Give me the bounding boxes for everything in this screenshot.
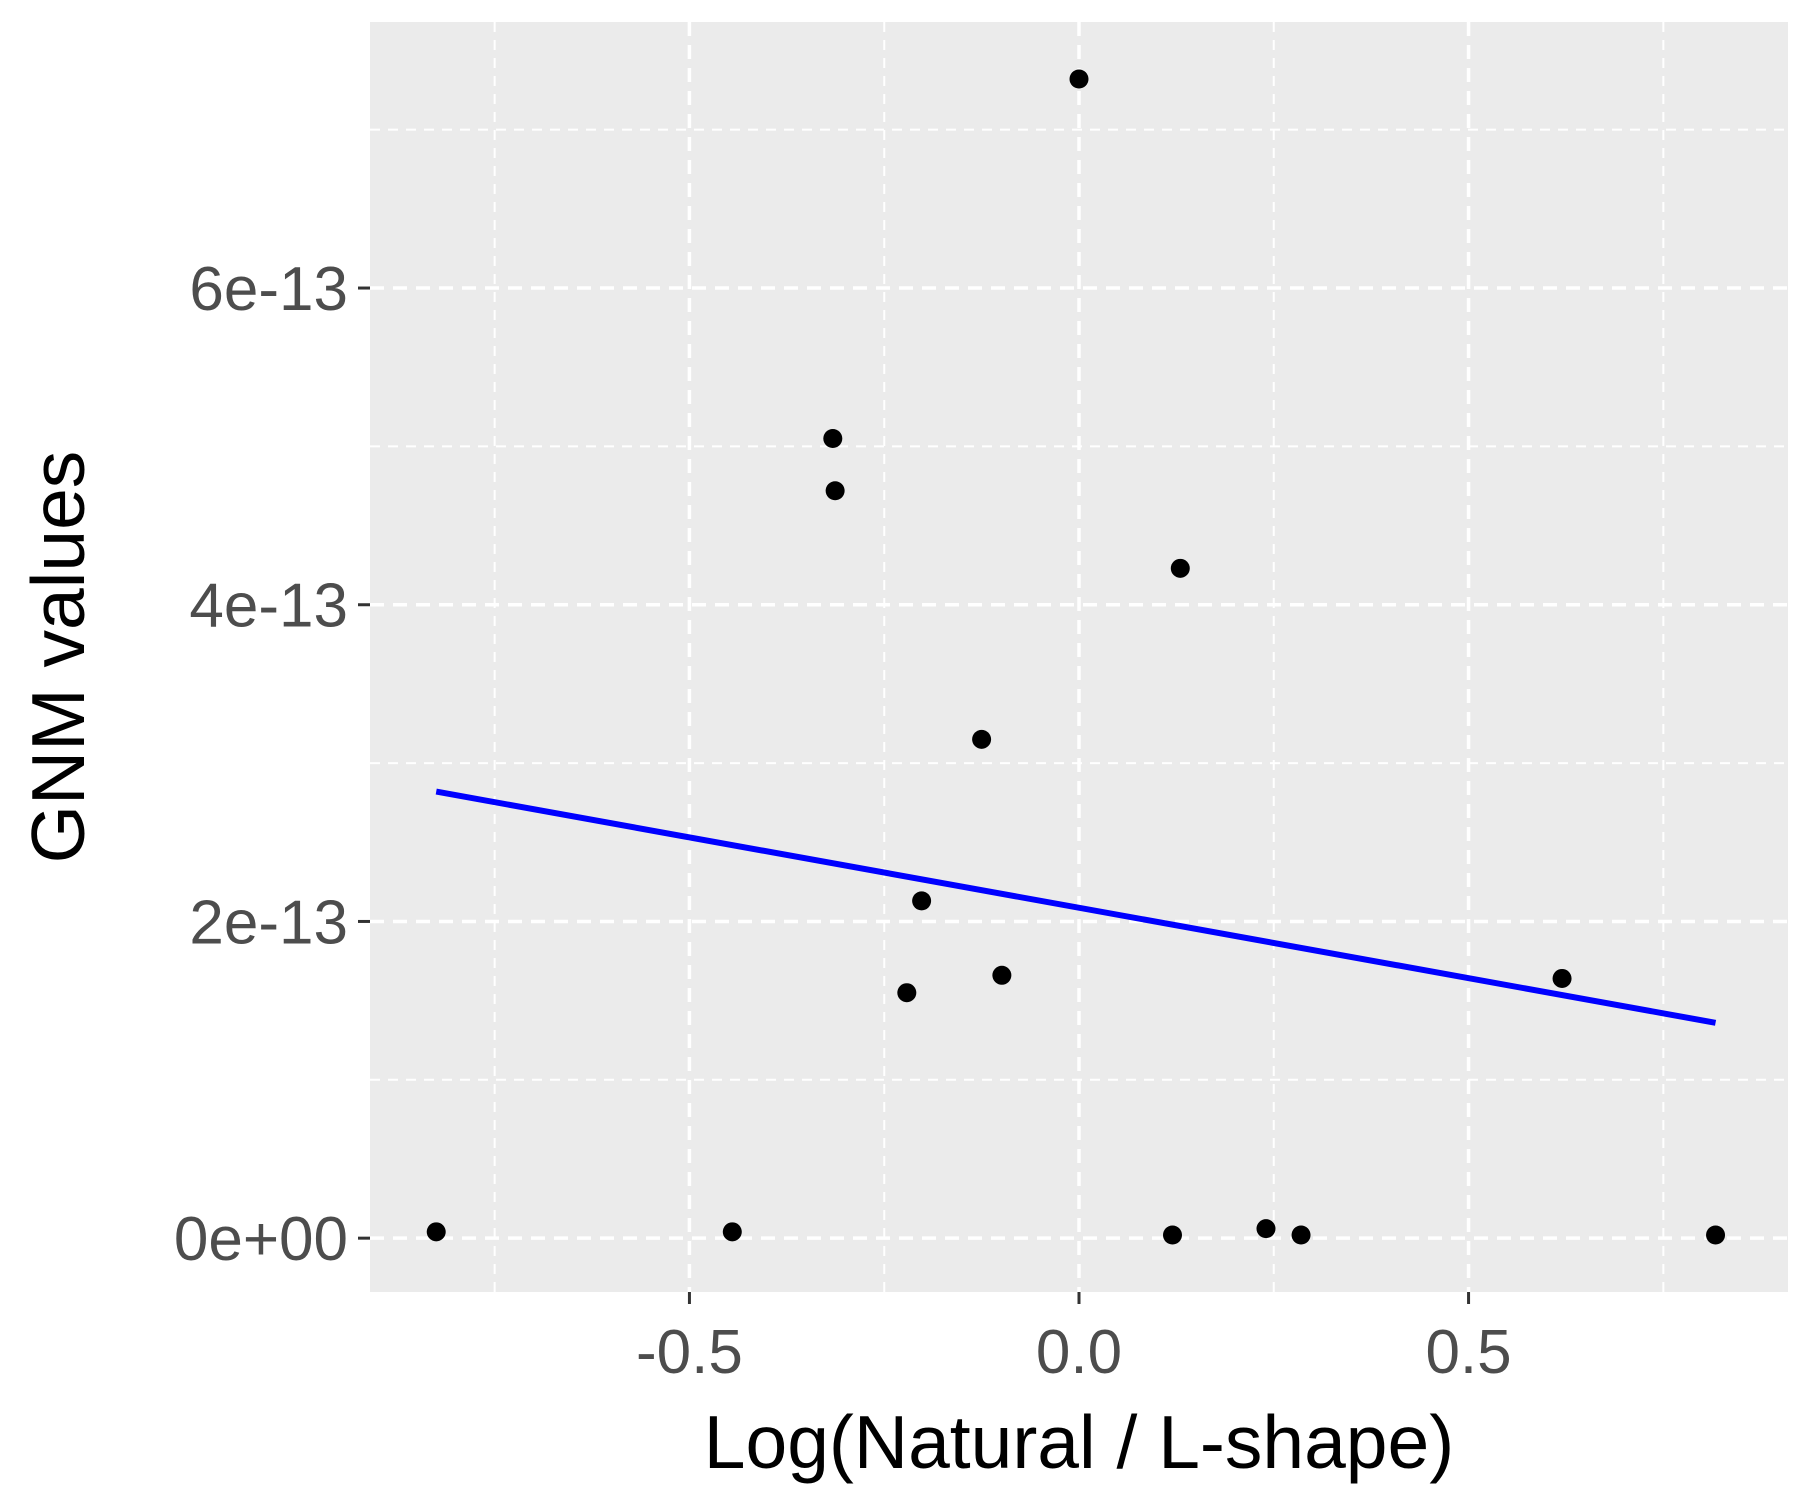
data-point: [1170, 558, 1190, 578]
x-axis: -0.5 0.0 0.5: [636, 1292, 1512, 1387]
data-point: [992, 965, 1012, 985]
x-tick-label: 0.0: [1036, 1318, 1122, 1387]
regression-line: [435, 788, 1717, 1026]
y-tick-label: 4e-13: [189, 572, 348, 641]
data-point: [897, 983, 917, 1003]
x-axis-title: Log(Natural / L-shape): [704, 1400, 1454, 1484]
fit-line-layer: [435, 788, 1717, 1026]
data-point: [972, 729, 992, 749]
data-point: [823, 428, 843, 448]
data-point: [825, 481, 845, 501]
data-point: [1706, 1225, 1726, 1245]
data-point: [1162, 1225, 1182, 1245]
y-tick-label: 0e+00: [174, 1205, 348, 1274]
y-axis: 0e+00 2e-13 4e-13 6e-13: [174, 255, 370, 1274]
data-point: [1256, 1219, 1276, 1239]
points-layer: [426, 69, 1726, 1245]
y-tick-label: 6e-13: [189, 255, 348, 324]
x-tick-label: -0.5: [636, 1318, 743, 1387]
y-tick-label: 2e-13: [189, 888, 348, 957]
x-tick-label: 0.5: [1425, 1318, 1511, 1387]
data-point: [912, 891, 932, 911]
y-axis-title: GNM values: [16, 451, 100, 864]
data-point: [1291, 1225, 1311, 1245]
data-point: [1552, 968, 1572, 988]
data-point: [722, 1222, 742, 1242]
major-gridlines: [370, 22, 1788, 1292]
data-point: [1069, 69, 1089, 89]
data-point: [426, 1222, 446, 1242]
